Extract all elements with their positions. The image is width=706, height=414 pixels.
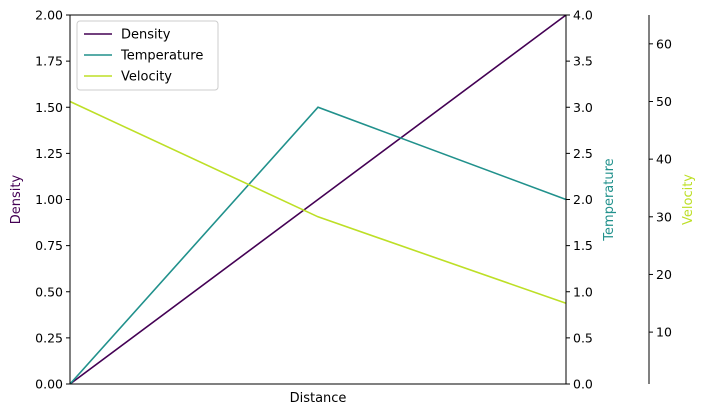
- temperature-tick-label: 3.0: [573, 100, 593, 115]
- density-tick-label: 1.75: [35, 54, 63, 69]
- series-line-velocity: [69, 100, 567, 305]
- density-tick-label: 0.50: [35, 284, 63, 299]
- temperature-tick-label: 1.0: [573, 284, 593, 299]
- legend: Density Temperature Velocity: [76, 20, 219, 91]
- temperature-tick-label: 2.0: [573, 192, 593, 207]
- legend-box: [76, 20, 219, 91]
- temperature-tick-label: 1.5: [573, 238, 593, 253]
- density-tick-label: 2.00: [35, 8, 63, 23]
- velocity-tick-label: 20: [656, 267, 672, 282]
- series-line-density: [69, 14, 567, 385]
- density-tick-label: 0.00: [35, 377, 63, 392]
- velocity-tick-label: 50: [656, 94, 672, 109]
- velocity-tick-label: 60: [656, 36, 672, 51]
- temperature-tick-label: 0.0: [573, 377, 593, 392]
- temperature-tick-label: 2.5: [573, 146, 593, 161]
- velocity-axis-label: Velocity: [681, 174, 696, 225]
- density-tick-label: 0.75: [35, 238, 63, 253]
- density-tick-label: 1.00: [35, 192, 63, 207]
- density-tick-label: 1.50: [35, 100, 63, 115]
- temperature-tick-label: 0.5: [573, 330, 593, 345]
- x-axis-label: Distance: [290, 391, 347, 406]
- series-line-temperature: [69, 106, 567, 385]
- density-axis-label: Density: [9, 174, 24, 224]
- velocity-tick-label: 30: [656, 209, 672, 224]
- plot-area: [69, 14, 567, 385]
- axes: 0.00 0.25 0.50 0.75 1.00 1.25 1.50 1.75 2.00 Dens…: [9, 8, 696, 392]
- temperature-tick-label: 4.0: [573, 8, 593, 23]
- temperature-axis-label: Temperature: [602, 158, 617, 241]
- legend-label-temperature: Temperature: [120, 49, 203, 64]
- legend-label-velocity: Velocity: [121, 70, 172, 85]
- density-tick-label: 0.25: [35, 330, 63, 345]
- temperature-tick-label: 3.5: [573, 54, 593, 69]
- legend-label-density: Density: [121, 28, 171, 43]
- velocity-tick-label: 10: [656, 325, 672, 340]
- velocity-tick-label: 40: [656, 152, 672, 167]
- density-tick-label: 1.25: [35, 146, 63, 161]
